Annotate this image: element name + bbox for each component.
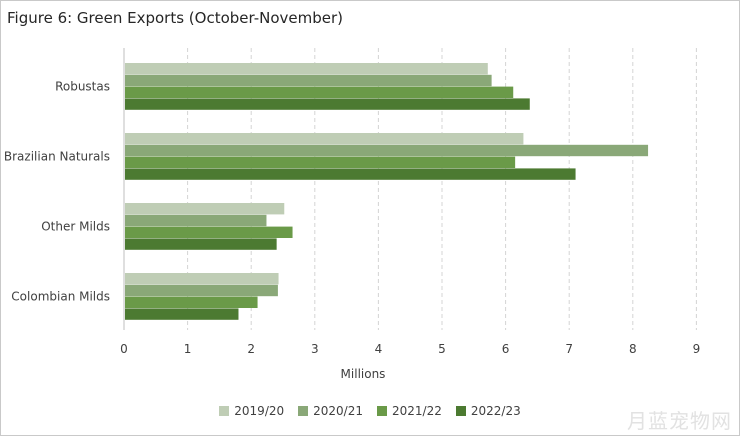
x-tick-label: 5 xyxy=(438,342,446,356)
x-tick-label: 8 xyxy=(629,342,637,356)
x-tick-label: 7 xyxy=(565,342,573,356)
legend-item: 2020/21 xyxy=(298,404,363,418)
bar xyxy=(125,133,524,145)
bar xyxy=(125,156,516,168)
x-tick-label: 3 xyxy=(311,342,319,356)
category-label: Robustas xyxy=(55,80,110,94)
bar xyxy=(125,63,488,75)
bar xyxy=(125,98,530,110)
category-label: Colombian Milds xyxy=(11,290,110,304)
bar-chart: 0 1 2 3 4 5 6 7 8 9 Robustas Brazilian Naturals Othe… xyxy=(4,48,701,381)
bar xyxy=(125,284,278,297)
x-tick-label: 9 xyxy=(693,342,701,356)
x-tick-label: 4 xyxy=(375,342,383,356)
legend-label: 2022/23 xyxy=(470,404,521,418)
chart-title: Figure 6: Green Exports (October-Novembe… xyxy=(7,9,344,27)
legend-item: 2021/22 xyxy=(377,404,442,418)
category-label: Other Milds xyxy=(41,220,110,234)
legend-label: 2020/21 xyxy=(313,404,363,418)
bar xyxy=(125,144,649,157)
x-tick-label: 6 xyxy=(502,342,510,356)
legend-label: 2019/20 xyxy=(234,404,285,418)
legend-swatch xyxy=(377,406,387,416)
legend-swatch xyxy=(455,406,466,416)
bar xyxy=(125,296,258,308)
bar xyxy=(125,308,239,320)
bar xyxy=(125,273,279,285)
x-tick-label: 2 xyxy=(247,342,255,356)
bar xyxy=(125,74,492,87)
legend-swatch xyxy=(219,406,230,416)
legend-label: 2021/22 xyxy=(392,404,442,418)
x-tick-label: 1 xyxy=(184,342,192,356)
bar xyxy=(125,203,285,215)
legend-swatch xyxy=(298,406,309,416)
bar xyxy=(125,214,267,227)
legend-item: 2022/23 xyxy=(455,404,521,418)
category-label: Brazilian Naturals xyxy=(4,150,110,164)
x-tick-label: 0 xyxy=(120,342,128,356)
watermark: 月蓝宠物网 xyxy=(627,409,732,433)
bar xyxy=(125,86,514,98)
bar xyxy=(125,168,576,180)
chart-legend: 2019/20 2020/21 2021/22 2022/23 xyxy=(0,404,740,418)
bar xyxy=(125,226,293,238)
legend-item: 2019/20 xyxy=(219,404,284,418)
x-axis-title: Millions xyxy=(341,367,386,381)
bar xyxy=(125,238,277,250)
